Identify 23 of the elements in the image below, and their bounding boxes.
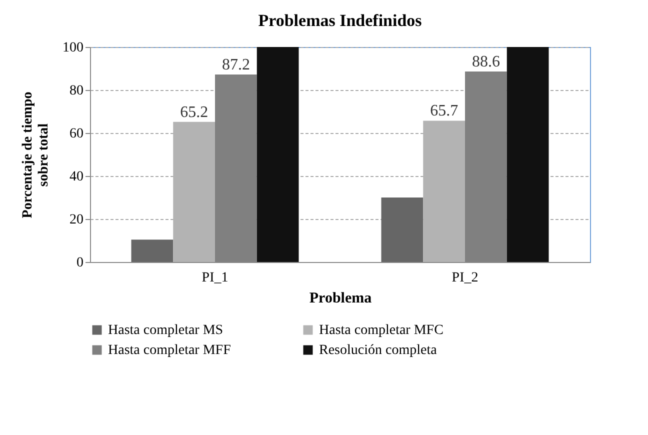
y-tick-label: 0 (76, 256, 84, 270)
y-tick-label: 60 (70, 126, 84, 142)
data-label: 87.2 (222, 56, 250, 74)
y-tick-label: 100 (62, 40, 84, 56)
bar (506, 47, 549, 262)
legend-label: Resolución completa (319, 343, 438, 358)
bar (131, 240, 174, 262)
x-tick-label: PI_1 (202, 270, 228, 286)
data-label: 88.6 (472, 54, 500, 71)
legend-label: Hasta completar MFC (319, 323, 444, 338)
y-tick-label: 40 (70, 170, 84, 184)
x-axis-title: Problema (309, 290, 372, 306)
data-label: 65.2 (180, 104, 208, 121)
y-tick-label: 80 (70, 84, 84, 98)
legend-label: Hasta completar MS (108, 323, 224, 338)
legend-label: Hasta completar MFF (108, 343, 232, 358)
bar (256, 47, 299, 262)
x-tick-label: PI_2 (452, 270, 478, 286)
chart-title: Problemas Indefinidos (258, 11, 422, 30)
data-label: 65.7 (430, 102, 458, 120)
y-axis-title: Porcentaje de tiempo sobre total (20, 92, 52, 218)
y-tick-label: 20 (70, 212, 84, 228)
bar (381, 198, 424, 262)
